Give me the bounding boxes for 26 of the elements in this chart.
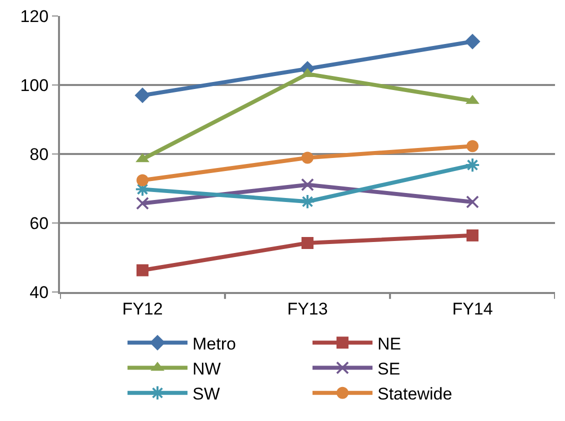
legend-label: NW bbox=[192, 359, 221, 378]
point bbox=[136, 174, 148, 186]
point bbox=[302, 152, 314, 164]
point bbox=[464, 157, 480, 173]
point bbox=[136, 264, 148, 276]
y-tick-label: 100 bbox=[20, 76, 49, 95]
x-tick-label: FY12 bbox=[122, 299, 163, 318]
y-tick-label: 80 bbox=[30, 144, 49, 164]
y-tick-label: 40 bbox=[30, 282, 49, 302]
legend-label: NE bbox=[378, 334, 402, 354]
point bbox=[466, 140, 478, 152]
legend-label: Statewide bbox=[378, 384, 452, 404]
legend-label: Metro bbox=[192, 334, 236, 354]
point bbox=[466, 229, 478, 242]
point bbox=[464, 34, 480, 50]
y-tick-label: 120 bbox=[20, 6, 49, 26]
y-tick-label: 60 bbox=[30, 214, 49, 233]
legend-label: SW bbox=[192, 384, 220, 404]
point bbox=[301, 178, 314, 192]
point bbox=[466, 195, 479, 208]
point bbox=[136, 196, 149, 210]
point bbox=[134, 88, 150, 104]
x-tick-label: FY14 bbox=[452, 299, 493, 318]
legend-label: SE bbox=[378, 359, 400, 378]
x-tick-label: FY13 bbox=[287, 299, 328, 318]
point bbox=[302, 237, 314, 250]
